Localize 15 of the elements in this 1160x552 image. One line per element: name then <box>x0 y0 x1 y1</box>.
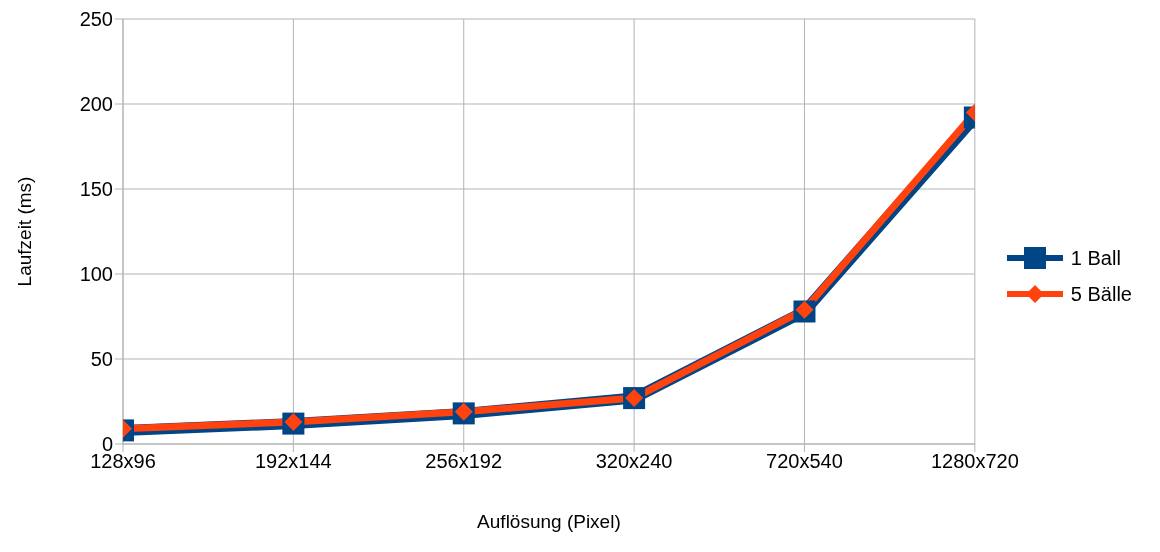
y-tick-label: 100 <box>79 263 113 286</box>
y-tick-label: 250 <box>79 8 113 31</box>
legend-label: 1 Ball <box>1070 246 1121 270</box>
x-tick-label: 320x240 <box>595 450 673 473</box>
y-axis-title: Laufzeit (ms) <box>13 176 35 287</box>
y-tick-label: 200 <box>79 93 113 116</box>
x-tick-label: 192x144 <box>254 450 332 473</box>
x-tick-label: 1280x720 <box>930 450 1019 473</box>
x-tick-label: 720x540 <box>766 450 843 473</box>
x-tick-label: 256x192 <box>425 450 503 473</box>
y-tick-label: 150 <box>79 178 113 201</box>
x-axis-title: Auflösung (Pixel) <box>477 511 621 532</box>
legend-label: 5 Bälle <box>1070 282 1132 306</box>
x-tick-label: 128x96 <box>90 450 156 473</box>
y-tick-label: 50 <box>90 348 113 371</box>
